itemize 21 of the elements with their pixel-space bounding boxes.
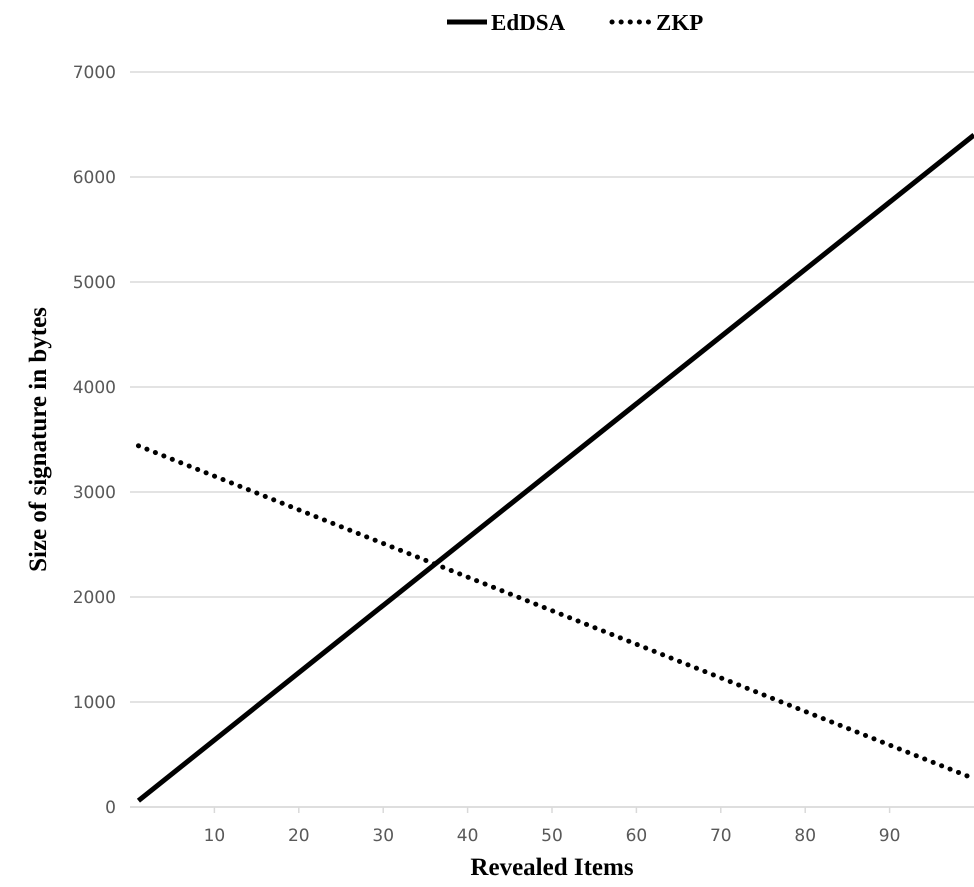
x-tick-label: 40 <box>456 826 478 846</box>
legend-label: EdDSA <box>491 10 566 35</box>
x-tick-label: 80 <box>794 826 816 846</box>
y-tick-label: 1000 <box>72 693 116 713</box>
y-tick-label: 2000 <box>72 588 116 608</box>
x-axis-title: Revealed Items <box>470 854 634 881</box>
x-tick-label: 90 <box>878 826 900 846</box>
y-tick-label: 0 <box>105 798 116 818</box>
x-tick-label: 20 <box>288 826 310 846</box>
legend-label: ZKP <box>656 10 704 35</box>
x-tick-label: 10 <box>204 826 226 846</box>
y-axis-title: Size of signature in bytes <box>25 306 52 572</box>
x-tick-label: 70 <box>710 826 732 846</box>
y-tick-label: 4000 <box>72 378 116 398</box>
y-tick-label: 6000 <box>72 168 116 188</box>
x-tick-label: 30 <box>372 826 394 846</box>
x-tick-label: 60 <box>626 826 648 846</box>
y-tick-label: 5000 <box>72 273 116 293</box>
y-tick-label: 7000 <box>72 63 116 83</box>
y-tick-label: 3000 <box>72 483 116 503</box>
x-tick-label: 50 <box>541 826 563 846</box>
